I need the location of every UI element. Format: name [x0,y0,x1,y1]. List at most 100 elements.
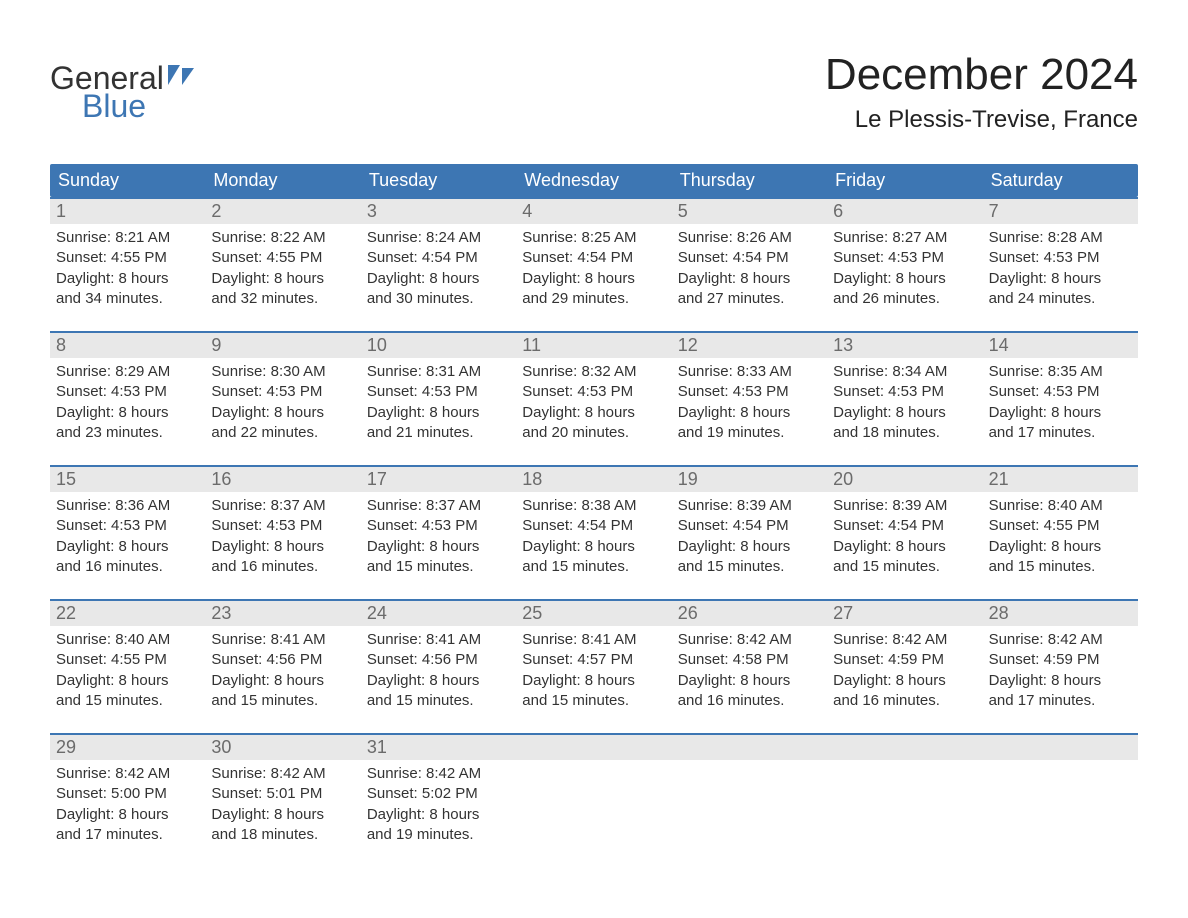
day-cell: Sunrise: 8:42 AMSunset: 4:59 PMDaylight:… [827,626,982,719]
sunrise-text: Sunrise: 8:32 AM [522,362,665,382]
daylight-text-1: Daylight: 8 hours [522,537,665,557]
daylight-text-1: Daylight: 8 hours [522,269,665,289]
daylight-text-2: and 24 minutes. [989,289,1132,309]
calendar-grid: Sunday Monday Tuesday Wednesday Thursday… [50,164,1138,853]
day-number: 22 [50,601,205,626]
sunset-text: Sunset: 4:53 PM [211,516,354,536]
sunrise-text: Sunrise: 8:41 AM [522,630,665,650]
sunrise-text: Sunrise: 8:39 AM [833,496,976,516]
daylight-text-2: and 15 minutes. [833,557,976,577]
day-cell: Sunrise: 8:41 AMSunset: 4:57 PMDaylight:… [516,626,671,719]
sunrise-text: Sunrise: 8:21 AM [56,228,199,248]
sunrise-text: Sunrise: 8:31 AM [367,362,510,382]
sunrise-text: Sunrise: 8:22 AM [211,228,354,248]
day-cell: Sunrise: 8:42 AMSunset: 4:58 PMDaylight:… [672,626,827,719]
daylight-text-1: Daylight: 8 hours [833,403,976,423]
daylight-text-1: Daylight: 8 hours [56,269,199,289]
day-number: 20 [827,467,982,492]
day-cell [827,760,982,853]
daylight-text-2: and 15 minutes. [989,557,1132,577]
day-number-band: 1234567 [50,199,1138,224]
day-number: 2 [205,199,360,224]
day-cell: Sunrise: 8:36 AMSunset: 4:53 PMDaylight:… [50,492,205,585]
daylight-text-2: and 27 minutes. [678,289,821,309]
daylight-text-2: and 16 minutes. [211,557,354,577]
day-cell: Sunrise: 8:40 AMSunset: 4:55 PMDaylight:… [983,492,1138,585]
day-cell: Sunrise: 8:37 AMSunset: 4:53 PMDaylight:… [361,492,516,585]
day-number: 26 [672,601,827,626]
sunset-text: Sunset: 4:55 PM [56,248,199,268]
daylight-text-1: Daylight: 8 hours [367,269,510,289]
daylight-text-2: and 22 minutes. [211,423,354,443]
daylight-text-2: and 17 minutes. [989,423,1132,443]
sunrise-text: Sunrise: 8:42 AM [989,630,1132,650]
sunrise-text: Sunrise: 8:27 AM [833,228,976,248]
day-number-band: 891011121314 [50,333,1138,358]
day-number: 13 [827,333,982,358]
sunrise-text: Sunrise: 8:35 AM [989,362,1132,382]
daylight-text-1: Daylight: 8 hours [833,537,976,557]
sunset-text: Sunset: 4:59 PM [989,650,1132,670]
day-cell: Sunrise: 8:41 AMSunset: 4:56 PMDaylight:… [361,626,516,719]
daylight-text-2: and 15 minutes. [56,691,199,711]
day-cell: Sunrise: 8:24 AMSunset: 4:54 PMDaylight:… [361,224,516,317]
sunset-text: Sunset: 4:53 PM [211,382,354,402]
weeks-container: 1234567Sunrise: 8:21 AMSunset: 4:55 PMDa… [50,197,1138,853]
day-number [516,735,671,760]
daylight-text-1: Daylight: 8 hours [211,403,354,423]
daylight-text-2: and 15 minutes. [367,691,510,711]
day-number: 15 [50,467,205,492]
weekday-header: Friday [827,164,982,197]
sunrise-text: Sunrise: 8:37 AM [367,496,510,516]
sunset-text: Sunset: 4:53 PM [367,382,510,402]
day-cell: Sunrise: 8:39 AMSunset: 4:54 PMDaylight:… [827,492,982,585]
day-cell: Sunrise: 8:42 AMSunset: 5:00 PMDaylight:… [50,760,205,853]
location-subtitle: Le Plessis-Trevise, France [825,106,1138,134]
sunrise-text: Sunrise: 8:41 AM [367,630,510,650]
sunrise-text: Sunrise: 8:24 AM [367,228,510,248]
daylight-text-2: and 32 minutes. [211,289,354,309]
sunrise-text: Sunrise: 8:42 AM [211,764,354,784]
day-number: 29 [50,735,205,760]
day-number [983,735,1138,760]
week-row: 15161718192021Sunrise: 8:36 AMSunset: 4:… [50,465,1138,585]
daylight-text-1: Daylight: 8 hours [367,537,510,557]
day-number: 25 [516,601,671,626]
daylight-text-2: and 21 minutes. [367,423,510,443]
day-cell: Sunrise: 8:29 AMSunset: 4:53 PMDaylight:… [50,358,205,451]
daylight-text-1: Daylight: 8 hours [833,671,976,691]
daylight-text-2: and 29 minutes. [522,289,665,309]
daylight-text-1: Daylight: 8 hours [989,671,1132,691]
daylight-text-2: and 15 minutes. [211,691,354,711]
header: General Blue December 2024 Le Plessis-Tr… [50,40,1138,144]
day-number: 17 [361,467,516,492]
month-title: December 2024 [825,50,1138,100]
sunrise-text: Sunrise: 8:38 AM [522,496,665,516]
sunset-text: Sunset: 4:59 PM [833,650,976,670]
sunrise-text: Sunrise: 8:39 AM [678,496,821,516]
sunset-text: Sunset: 4:55 PM [211,248,354,268]
daylight-text-1: Daylight: 8 hours [989,269,1132,289]
daylight-text-2: and 19 minutes. [678,423,821,443]
day-number: 16 [205,467,360,492]
sunrise-text: Sunrise: 8:26 AM [678,228,821,248]
day-number: 14 [983,333,1138,358]
daylight-text-2: and 16 minutes. [833,691,976,711]
daylight-text-2: and 19 minutes. [367,825,510,845]
daylight-text-1: Daylight: 8 hours [522,403,665,423]
daylight-text-2: and 18 minutes. [833,423,976,443]
sunrise-text: Sunrise: 8:40 AM [56,630,199,650]
sunrise-text: Sunrise: 8:42 AM [367,764,510,784]
sunrise-text: Sunrise: 8:25 AM [522,228,665,248]
daylight-text-2: and 16 minutes. [56,557,199,577]
sunset-text: Sunset: 4:56 PM [367,650,510,670]
day-cell: Sunrise: 8:34 AMSunset: 4:53 PMDaylight:… [827,358,982,451]
day-number: 3 [361,199,516,224]
day-cell: Sunrise: 8:41 AMSunset: 4:56 PMDaylight:… [205,626,360,719]
day-cell: Sunrise: 8:27 AMSunset: 4:53 PMDaylight:… [827,224,982,317]
daylight-text-2: and 34 minutes. [56,289,199,309]
day-number: 23 [205,601,360,626]
daylight-text-1: Daylight: 8 hours [211,269,354,289]
day-number-band: 22232425262728 [50,601,1138,626]
day-number: 7 [983,199,1138,224]
